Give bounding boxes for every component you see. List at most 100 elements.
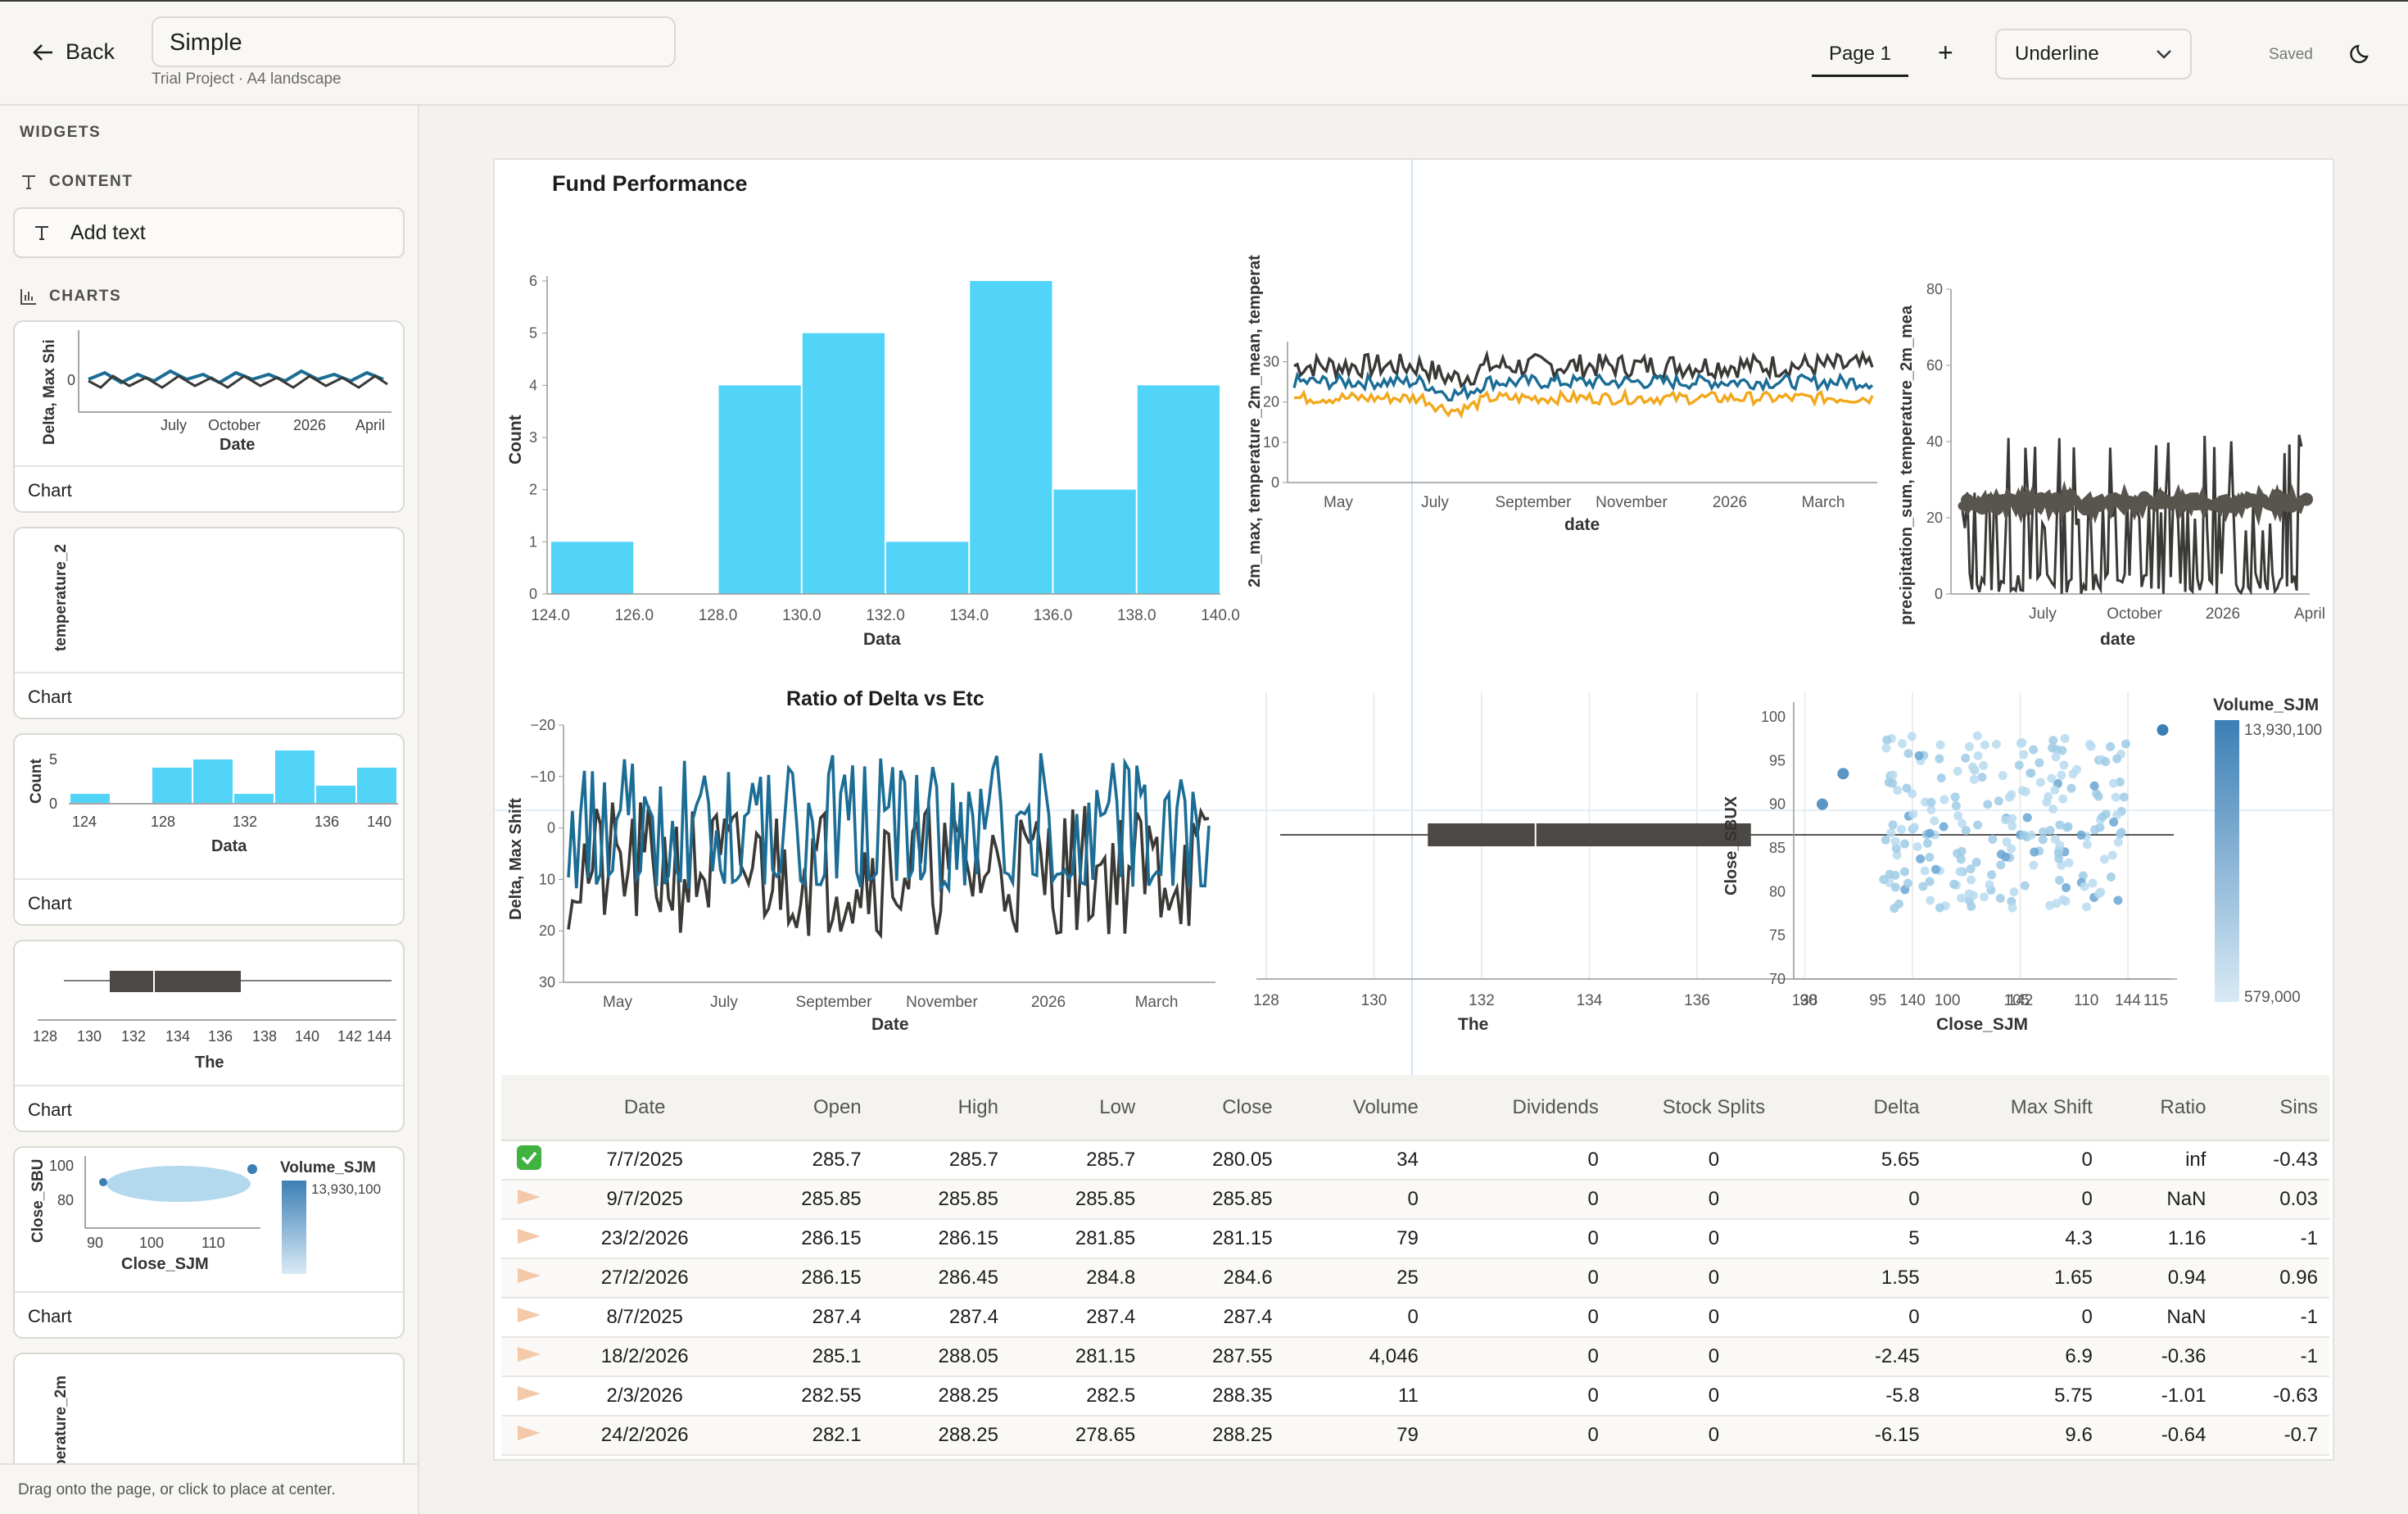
scatter-point — [1900, 839, 1910, 849]
table-cell: 0 — [1429, 1337, 1610, 1377]
table-row[interactable]: 8/7/2025 287.4 287.4 287.4 287.4 0 0 0 0 0 NaN -1 — [501, 1298, 2329, 1338]
thumb-bar — [275, 750, 315, 803]
table-header-cell[interactable]: Open — [736, 1075, 873, 1141]
scatter-point — [2055, 841, 2065, 850]
chart-widget-boxplot[interactable]: 128 130 132 134 136 138 140 142 144 The … — [13, 940, 405, 1132]
table-header-cell[interactable]: Delta — [1817, 1075, 1931, 1141]
chart-widget-line[interactable]: Delta, Max Shi 0 July October 2026 April… — [13, 320, 405, 513]
series-point — [1961, 493, 1974, 507]
table-header-cell[interactable]: Sins — [2217, 1075, 2329, 1141]
flag-icon[interactable] — [501, 1258, 554, 1299]
table-row[interactable]: 18/2/2026 285.1 288.05 281.15 287.55 4,046 0 0-… — [501, 1337, 2329, 1377]
thumb-xlabel: Data — [211, 837, 247, 855]
scatter-point — [1903, 878, 1912, 888]
chart-widget-histogram[interactable]: Count 0 5 124 128 132 136 140 Da — [13, 733, 405, 926]
thumb-xtick: 132 — [121, 1028, 146, 1045]
table-cell: 0 — [1930, 1180, 2104, 1220]
scatter-point — [1898, 739, 1908, 749]
series-point — [2167, 496, 2180, 510]
document-title-input[interactable]: Simple — [152, 16, 676, 67]
scatter-point — [2112, 810, 2122, 820]
table-cell: 4,046 — [1283, 1337, 1430, 1377]
table-cell: 0 — [1283, 1298, 1430, 1338]
table-cell: 24/2/2026 — [554, 1416, 736, 1456]
flag-icon[interactable] — [501, 1337, 554, 1377]
flag-icon[interactable] — [501, 1416, 554, 1456]
table-row[interactable]: 23/2/2026 286.15 286.15 281.85 281.15 79 0 0 5 4.… — [501, 1219, 2329, 1259]
sidebar-hint: Drag onto the page, or click to place at… — [0, 1463, 418, 1514]
thumb-xtick: 130 — [77, 1028, 102, 1045]
chart-widget-scatter[interactable]: Close_SBU 100 80 90 100 110 Close_SJM Vo… — [13, 1146, 405, 1339]
scatter-point — [1988, 835, 1998, 845]
thumb-ylabel: Close_SBU — [29, 1159, 47, 1243]
scatter-point — [2002, 837, 2012, 847]
table-row[interactable]: 24/2/2026 282.1 288.25 278.65 288.25 79 0 0 -6.1… — [501, 1416, 2329, 1456]
table-cell: 34 — [1283, 1140, 1430, 1181]
thumb-xlabel: Close_SJM — [121, 1255, 209, 1273]
check-icon[interactable] — [501, 1140, 554, 1181]
legend-gradient — [2215, 720, 2239, 1002]
scatter-point — [1980, 740, 1989, 750]
table-cell: 27/2/2026 — [554, 1258, 736, 1299]
table-header-cell[interactable]: Date — [554, 1075, 736, 1141]
flag-icon[interactable] — [501, 1219, 554, 1259]
scatter-point — [2038, 835, 2048, 845]
scatter-chart: Close_SBUX Close_SJM Volume_SJM 13,930,1… — [1722, 696, 2322, 1034]
style-select[interactable]: Underline — [1995, 29, 2192, 79]
table-header-cell[interactable]: Max Shift — [1930, 1075, 2104, 1141]
x-tick-label: 136.0 — [1034, 607, 1073, 624]
scatter-point — [1958, 818, 1967, 828]
theme-toggle[interactable] — [2349, 41, 2374, 70]
thumb-bar — [193, 759, 233, 803]
table-header-cell[interactable]: Close — [1147, 1075, 1284, 1141]
scatter-point — [2064, 858, 2074, 868]
chart-widget-temperature[interactable]: temperature_2 Chart — [13, 527, 405, 719]
top-bar: Back Simple Trial Project · A4 landscape… — [0, 0, 2408, 106]
table-row[interactable]: 9/7/2025 285.85 285.85 285.85 285.85 0 0 0 0 0 NaN… — [501, 1180, 2329, 1220]
back-button[interactable]: Back — [33, 39, 115, 65]
scatter-point — [2007, 821, 2017, 831]
x-tick-label: September — [796, 994, 873, 1011]
flag-icon[interactable] — [501, 1180, 554, 1220]
scatter-point — [2045, 900, 2055, 910]
x-tick-label: July — [1421, 494, 1449, 511]
table-row[interactable]: 7/7/2025 285.7 285.7 285.7 280.05 34 0 0 5.65 0 in… — [501, 1140, 2329, 1181]
table-cell: 282.55 — [736, 1376, 873, 1417]
add-text-button[interactable]: Add text — [13, 207, 405, 258]
tab-page-1[interactable]: Page 1 — [1812, 36, 1908, 77]
table-cell: inf — [2103, 1140, 2218, 1181]
flag-icon[interactable] — [501, 1298, 554, 1338]
table-cell: 23/2/2026 — [554, 1219, 736, 1259]
scatter-point — [2057, 770, 2066, 780]
scatter-point — [2001, 815, 2011, 825]
scatter-point — [1925, 852, 1935, 862]
scatter-point — [1961, 753, 1971, 763]
scatter-point — [1879, 874, 1889, 884]
thumb-xtick: 134 — [165, 1028, 190, 1045]
table-cell: -0.43 — [2217, 1140, 2329, 1181]
y-tick-label: 0 — [529, 586, 537, 602]
flag-icon[interactable] — [501, 1376, 554, 1417]
table-header-cell[interactable]: Dividends — [1429, 1075, 1610, 1141]
table-header-cell[interactable]: Ratio — [2103, 1075, 2218, 1141]
scatter-point — [2078, 871, 2088, 881]
table-header-cell[interactable]: Volume — [1283, 1075, 1430, 1141]
series-point — [2270, 488, 2284, 502]
chart-xlabel: Date — [871, 1015, 909, 1034]
scatter-point — [2026, 830, 2036, 840]
add-page-button[interactable]: + — [1938, 38, 1953, 67]
table-row[interactable]: 27/2/2026 286.15 286.45 284.8 284.6 25 0 0 1.55 1… — [501, 1258, 2329, 1299]
table-cell: 0 — [1930, 1140, 2104, 1181]
scatter-point — [2022, 813, 2032, 823]
series-point — [2123, 495, 2136, 509]
table-row[interactable]: 2/3/2026 282.55 288.25 282.5 288.35 11 0 0 -5.8 5… — [501, 1376, 2329, 1417]
table-header-cell[interactable]: Low — [1009, 1075, 1147, 1141]
table-header-cell[interactable]: Stock Splits — [1609, 1075, 1817, 1141]
table-cell: 79 — [1283, 1219, 1430, 1259]
page-canvas[interactable]: Fund Performance Count Data 0 1 2 3 4 5 6 124.0… — [493, 158, 2334, 1461]
scatter-point — [2026, 768, 2036, 778]
table-header-cell[interactable]: High — [872, 1075, 1010, 1141]
table-cell: 280.05 — [1147, 1140, 1284, 1181]
table-cell: 4.3 — [1930, 1219, 2104, 1259]
thumb-ylabel: perature_2m — [52, 1376, 70, 1469]
